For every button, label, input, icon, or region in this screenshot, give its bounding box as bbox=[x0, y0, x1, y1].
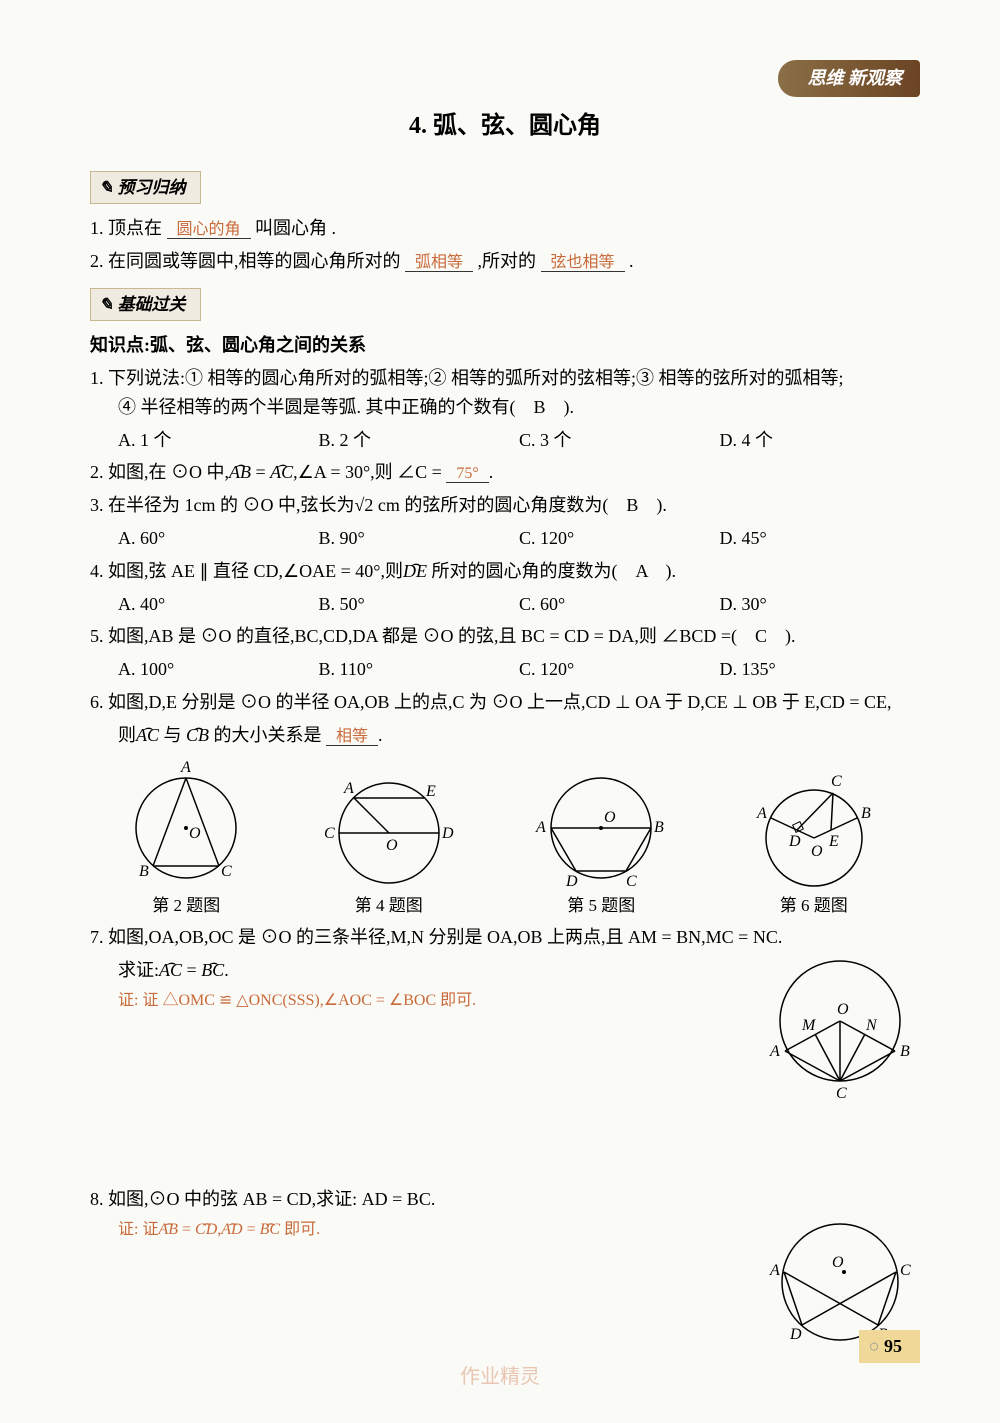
svg-text:C: C bbox=[626, 873, 637, 888]
prep-q2-ans1: 弧相等 bbox=[405, 254, 473, 272]
svg-text:A: A bbox=[769, 1262, 780, 1279]
q4-options: A. 40° B. 50° C. 60° D. 30° bbox=[90, 590, 920, 619]
svg-text:B: B bbox=[139, 863, 149, 880]
q3: 3. 在半径为 1cm 的 ⊙O 中,弦长为√2 cm 的弦所对的圆心角度数为(… bbox=[90, 491, 920, 520]
q3-opt-b: B. 90° bbox=[319, 524, 520, 553]
fig-q7-svg: O M N A B C bbox=[760, 956, 920, 1101]
q5-opt-d: D. 135° bbox=[720, 655, 921, 684]
fig-q4: A E C D O 第 4 题图 bbox=[314, 768, 464, 919]
page-number: 95 bbox=[859, 1330, 920, 1363]
prep-q2-ans2: 弦也相等 bbox=[541, 254, 625, 272]
svg-text:B: B bbox=[861, 805, 871, 822]
q1: 1. 下列说法:① 相等的圆心角所对的弧相等;② 相等的弧所对的弦相等;③ 相等… bbox=[90, 364, 920, 422]
q1-options: A. 1 个 B. 2 个 C. 3 个 D. 4 个 bbox=[90, 426, 920, 455]
prep-q1-ans: 圆心的角 bbox=[167, 221, 251, 239]
svg-text:O: O bbox=[837, 1001, 849, 1018]
q4-opt-a: A. 40° bbox=[118, 590, 319, 619]
svg-text:O: O bbox=[189, 825, 201, 842]
q6-ans: 相等 bbox=[326, 728, 378, 746]
q1-opt-c: C. 3 个 bbox=[519, 426, 720, 455]
knowledge-point: 知识点:弧、弦、圆心角之间的关系 bbox=[90, 331, 920, 360]
svg-text:O: O bbox=[811, 843, 823, 860]
q5-opt-b: B. 110° bbox=[319, 655, 520, 684]
fig-q4-svg: A E C D O bbox=[314, 768, 464, 888]
page: 思维 新观察 4. 弧、弦、圆心角 预习归纳 1. 顶点在 圆心的角 叫圆心角 … bbox=[0, 0, 1000, 1423]
q4-opt-c: C. 60° bbox=[519, 590, 720, 619]
q6: 6. 如图,D,E 分别是 ⊙O 的半径 OA,OB 上的点,C 为 ⊙O 上一… bbox=[90, 688, 920, 717]
svg-text:A: A bbox=[769, 1043, 780, 1060]
svg-text:E: E bbox=[425, 783, 436, 800]
svg-text:C: C bbox=[900, 1262, 911, 1279]
page-title: 4. 弧、弦、圆心角 bbox=[90, 107, 920, 145]
q5-opt-c: C. 120° bbox=[519, 655, 720, 684]
svg-text:D: D bbox=[565, 873, 578, 888]
banner-text: 思维 新观察 bbox=[778, 60, 921, 97]
q3-opt-a: A. 60° bbox=[118, 524, 319, 553]
svg-text:O: O bbox=[832, 1254, 844, 1271]
q1-opt-a: A. 1 个 bbox=[118, 426, 319, 455]
svg-text:A: A bbox=[343, 780, 354, 797]
section-basic: 基础过关 bbox=[90, 288, 201, 321]
fig-q7: O M N A B C bbox=[760, 956, 920, 1101]
svg-text:D: D bbox=[789, 1326, 802, 1343]
svg-text:B: B bbox=[900, 1043, 910, 1060]
svg-text:C: C bbox=[831, 773, 842, 790]
q1-opt-b: B. 2 个 bbox=[319, 426, 520, 455]
svg-text:C: C bbox=[221, 863, 232, 880]
svg-text:A: A bbox=[535, 819, 546, 836]
q4-opt-d: D. 30° bbox=[720, 590, 921, 619]
svg-text:E: E bbox=[828, 833, 839, 850]
q5: 5. 如图,AB 是 ⊙O 的直径,BC,CD,DA 都是 ⊙O 的弦,且 BC… bbox=[90, 622, 920, 651]
svg-text:O: O bbox=[386, 837, 398, 854]
prep-q2: 2. 在同圆或等圆中,相等的圆心角所对的 弧相等 ,所对的 弦也相等 . bbox=[90, 247, 920, 276]
fig-q5: A B C D O 第 5 题图 bbox=[526, 768, 676, 919]
q2: 2. 如图,在 ⊙O 中,AB = AC,∠A = 30°,则 ∠C = 75°… bbox=[90, 458, 920, 487]
q1-opt-d: D. 4 个 bbox=[720, 426, 921, 455]
fig-q2: A B C O 第 2 题图 bbox=[121, 758, 251, 919]
prep-q1: 1. 顶点在 圆心的角 叫圆心角 . bbox=[90, 214, 920, 243]
svg-text:O: O bbox=[604, 809, 616, 826]
q6-line2: 则AC 与 CB 的大小关系是 相等. bbox=[90, 721, 920, 750]
q7: 7. 如图,OA,OB,OC 是 ⊙O 的三条半径,M,N 分别是 OA,OB … bbox=[90, 923, 920, 952]
header-banner: 思维 新观察 bbox=[90, 60, 920, 97]
section-prep: 预习归纳 bbox=[90, 171, 201, 204]
svg-text:D: D bbox=[788, 833, 801, 850]
q8: 8. 如图,⊙O 中的弦 AB = CD,求证: AD = BC. bbox=[90, 1185, 920, 1214]
fig-q5-svg: A B C D O bbox=[526, 768, 676, 888]
fig-q6: A B C D E O 第 6 题图 bbox=[739, 768, 889, 919]
q4-opt-b: B. 50° bbox=[319, 590, 520, 619]
q3-options: A. 60° B. 90° C. 120° D. 45° bbox=[90, 524, 920, 553]
q5-opt-a: A. 100° bbox=[118, 655, 319, 684]
svg-text:A: A bbox=[180, 759, 191, 776]
svg-text:C: C bbox=[836, 1085, 847, 1101]
watermark: 作业精灵 bbox=[460, 1361, 540, 1393]
q3-opt-c: C. 120° bbox=[519, 524, 720, 553]
figure-row: A B C O 第 2 题图 A E C D O 第 4 题图 bbox=[90, 758, 920, 919]
svg-text:N: N bbox=[865, 1017, 878, 1034]
q2-ans: 75° bbox=[446, 465, 488, 483]
svg-text:B: B bbox=[654, 819, 664, 836]
fig-q6-svg: A B C D E O bbox=[739, 768, 889, 888]
q4: 4. 如图,弦 AE ∥ 直径 CD,∠OAE = 40°,则DE 所对的圆心角… bbox=[90, 557, 920, 586]
svg-text:A: A bbox=[756, 805, 767, 822]
q3-opt-d: D. 45° bbox=[720, 524, 921, 553]
svg-text:M: M bbox=[801, 1017, 817, 1034]
q5-options: A. 100° B. 110° C. 120° D. 135° bbox=[90, 655, 920, 684]
fig-q2-svg: A B C O bbox=[121, 758, 251, 888]
svg-text:C: C bbox=[324, 825, 335, 842]
svg-text:D: D bbox=[441, 825, 454, 842]
